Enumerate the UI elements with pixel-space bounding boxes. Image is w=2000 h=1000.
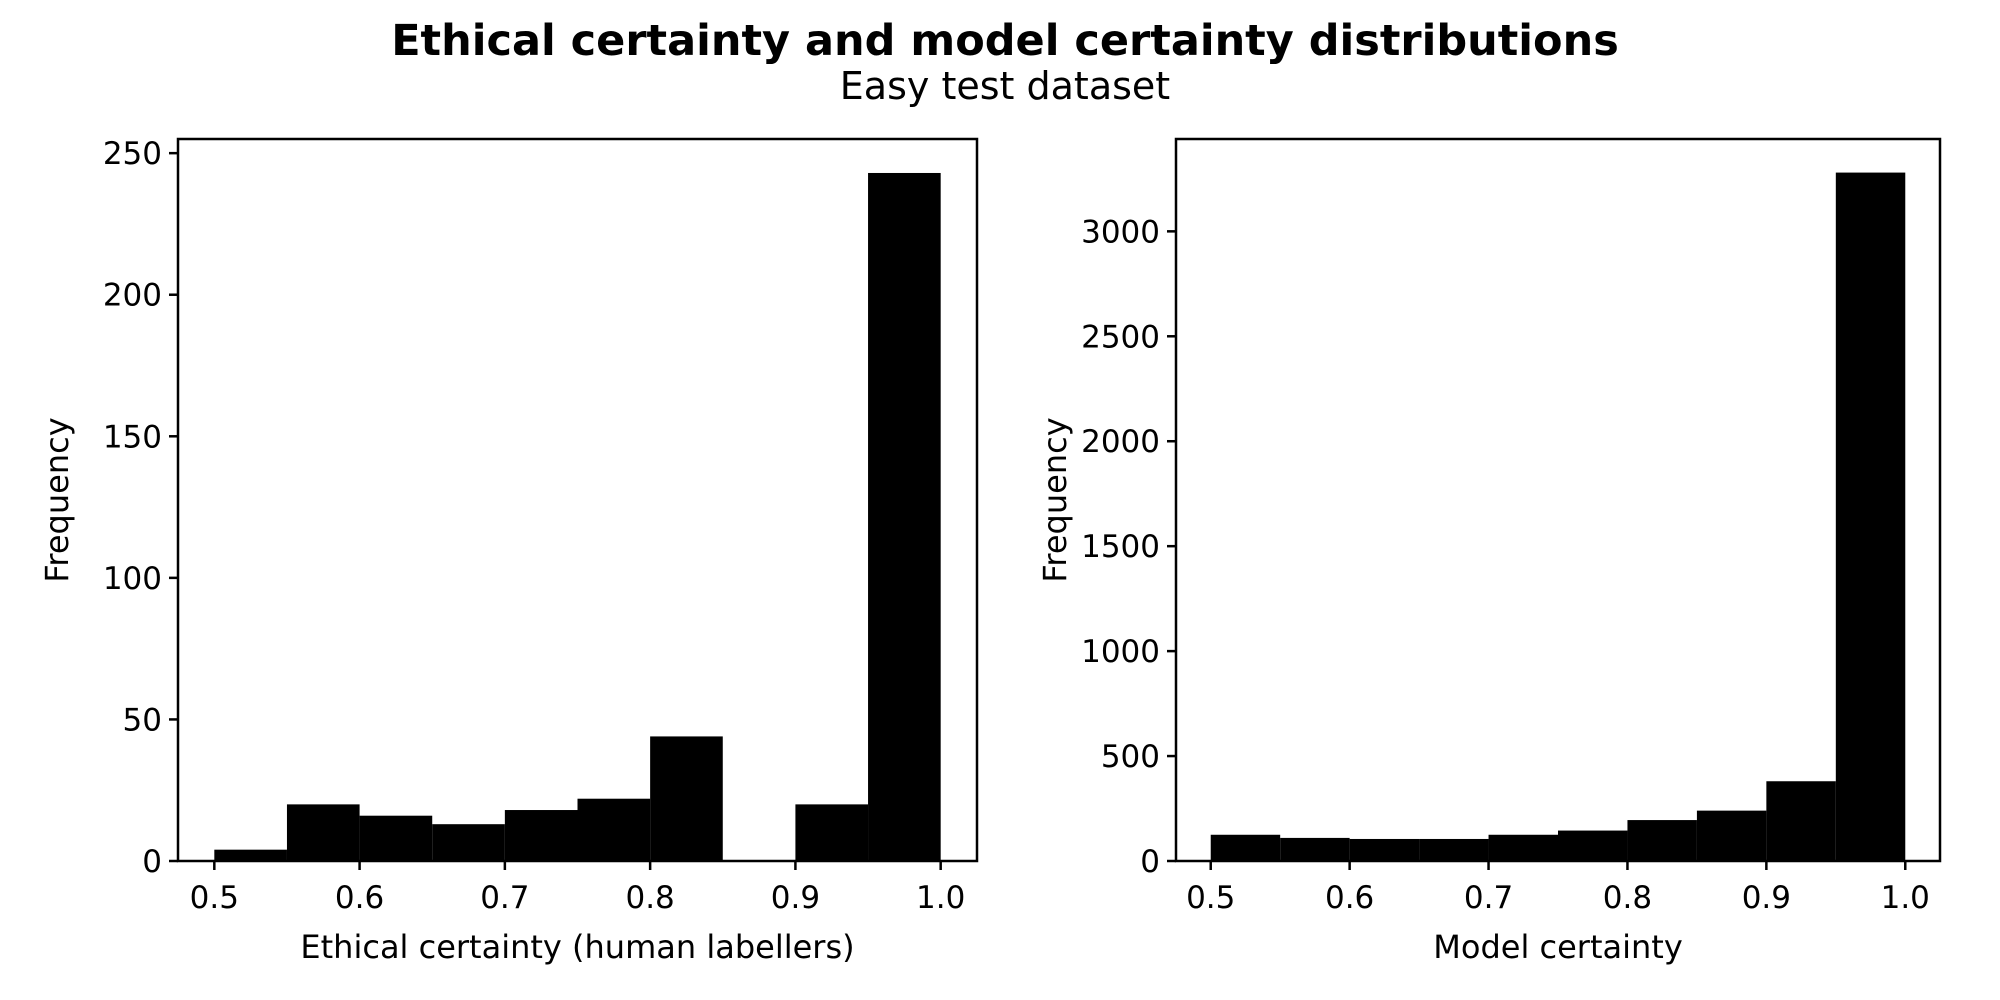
- histogram-bar: [359, 815, 433, 861]
- y-tick-label: 500: [1101, 739, 1160, 775]
- y-tick-label: 0: [142, 844, 162, 880]
- histogram-bar: [214, 849, 287, 861]
- x-axis-label: Model certainty: [1433, 928, 1683, 966]
- x-tick-label: 0.6: [1325, 880, 1374, 916]
- figure-title: Ethical certainty and model certainty di…: [391, 16, 1619, 66]
- x-tick-label: 0.6: [335, 880, 384, 916]
- histogram-bar: [650, 736, 723, 861]
- histogram-bar: [1766, 781, 1836, 861]
- y-tick-label: 150: [103, 419, 162, 455]
- y-tick-label: 1000: [1081, 634, 1160, 670]
- histogram-bar: [504, 810, 578, 861]
- y-tick-label: 2500: [1081, 319, 1160, 355]
- axes-frame: [1174, 137, 1942, 863]
- x-axis-label: Ethical certainty (human labellers): [300, 928, 854, 966]
- y-tick-label: 0: [1140, 844, 1160, 880]
- histogram-bar: [795, 804, 869, 861]
- histogram-bar: [1419, 838, 1489, 861]
- histogram-bar: [1280, 837, 1350, 861]
- x-tick-label: 0.5: [1186, 880, 1235, 916]
- x-tick-label: 0.9: [771, 880, 820, 916]
- histogram-bar: [1696, 810, 1767, 861]
- figure-subtitle: Easy test dataset: [840, 64, 1170, 108]
- y-tick-label: 2000: [1081, 424, 1160, 460]
- axes-frame: [176, 137, 979, 863]
- histogram-model-certainty: 0.5 0.6 0.7 0.8 0.9 1.0 0 500 1000 1500 2000 2500 30…: [1036, 137, 1942, 966]
- x-tick-label: 0.7: [1464, 880, 1513, 916]
- histogram-ethical-certainty: 0.5 0.6 0.7 0.8 0.9 1.0 0 50 100 150 200 250 Ethical…: [38, 136, 979, 966]
- histogram-bar: [432, 824, 505, 861]
- y-tick-label: 1500: [1081, 529, 1160, 565]
- y-tick-label: 3000: [1081, 214, 1160, 250]
- x-tick-label: 1.0: [1881, 880, 1930, 916]
- x-tick-label: 0.8: [1603, 880, 1652, 916]
- histogram-bar: [868, 172, 941, 862]
- histogram-bar: [1488, 834, 1558, 861]
- x-tick-label: 0.9: [1742, 880, 1791, 916]
- histogram-bar: [1558, 830, 1628, 861]
- y-axis-label: Frequency: [1036, 417, 1074, 582]
- histogram-bar: [1210, 834, 1281, 861]
- x-tick-label: 0.5: [190, 880, 239, 916]
- y-tick-label: 250: [103, 136, 162, 172]
- histogram-bar: [1835, 172, 1906, 861]
- y-tick-label: 200: [103, 278, 162, 314]
- y-tick-label: 100: [103, 561, 162, 597]
- histogram-bar: [286, 804, 360, 861]
- histogram-bar: [577, 798, 651, 861]
- y-axis-label: Frequency: [38, 417, 76, 582]
- histogram-bar: [1349, 838, 1420, 861]
- histogram-bar: [1627, 820, 1697, 861]
- y-tick-label: 50: [123, 702, 162, 738]
- x-tick-label: 1.0: [916, 880, 965, 916]
- x-tick-label: 0.7: [480, 880, 529, 916]
- x-tick-label: 0.8: [625, 880, 674, 916]
